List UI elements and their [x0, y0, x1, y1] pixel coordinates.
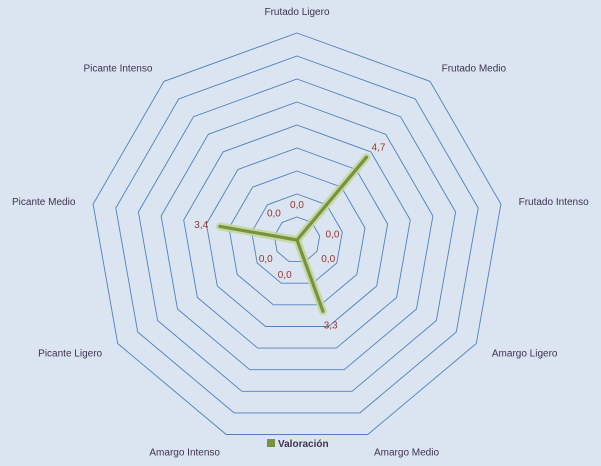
grid-ring: [160, 101, 434, 371]
data-label: 0,0: [278, 270, 292, 281]
data-label: 0,0: [321, 254, 335, 265]
data-label: 3,3: [324, 321, 338, 332]
category-label: Picante Medio: [12, 197, 76, 208]
grid-ring: [251, 193, 343, 284]
grid-ring: [115, 55, 479, 414]
category-label: Frutado Ligero: [264, 7, 329, 18]
category-label: Amargo Ligero: [492, 349, 558, 360]
data-label: 0,0: [326, 230, 340, 241]
legend-label: Valoración: [278, 439, 329, 450]
data-label: 0,0: [259, 254, 273, 265]
category-label: Frutado Medio: [442, 64, 507, 75]
series-line: [295, 155, 369, 242]
data-label: 4,7: [372, 143, 386, 154]
grid-ring: [183, 124, 411, 349]
grid-ring: [205, 147, 389, 327]
grid-ring: [228, 170, 366, 306]
category-label: Picante Intenso: [83, 64, 152, 75]
data-label: 0,0: [290, 200, 304, 211]
category-label: Frutado Intenso: [519, 197, 589, 208]
series-line: [218, 224, 299, 242]
grid-ring: [137, 78, 457, 392]
category-label: Picante Ligero: [38, 349, 102, 360]
data-label: 0,0: [267, 208, 281, 219]
category-label: Amargo Intenso: [149, 447, 220, 458]
grid-ring: [92, 32, 502, 435]
category-label: Amargo Medio: [374, 447, 439, 458]
data-label: 3,4: [194, 220, 208, 231]
grid-ring: [273, 216, 321, 263]
series-line: [295, 238, 325, 313]
legend-swatch: [267, 439, 275, 447]
